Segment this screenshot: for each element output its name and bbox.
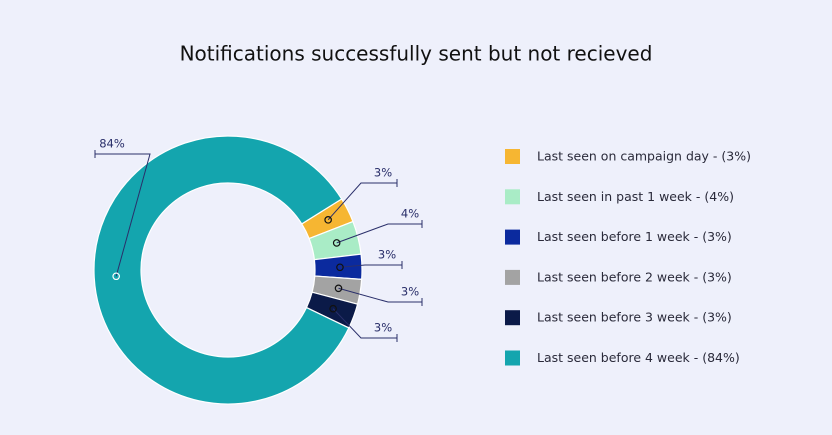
value-label: 84% bbox=[99, 137, 125, 151]
leader-line bbox=[338, 287, 422, 303]
legend-swatch bbox=[505, 350, 520, 366]
legend-label: Last seen before 4 week - (84%) bbox=[537, 350, 740, 365]
value-label: 3% bbox=[374, 321, 392, 335]
leader-dot bbox=[334, 284, 343, 293]
leader-line bbox=[95, 153, 151, 277]
value-label: 3% bbox=[374, 166, 392, 180]
legend-label: Last seen before 3 week - (3%) bbox=[537, 310, 732, 325]
leader-line bbox=[336, 223, 422, 244]
donut: 3% 4% 3% 3% 3% 84% bbox=[93, 135, 423, 405]
legend-swatch bbox=[505, 310, 520, 326]
leader-dot bbox=[324, 216, 332, 224]
donut-slice bbox=[93, 135, 350, 405]
legend-swatch bbox=[505, 269, 520, 285]
legend-swatch bbox=[505, 189, 520, 205]
value-label: 3% bbox=[401, 285, 419, 299]
legend-label: Last seen before 2 week - (3%) bbox=[537, 269, 732, 284]
leader-dot bbox=[332, 239, 341, 247]
legend-swatch bbox=[505, 229, 520, 245]
value-label: 3% bbox=[378, 248, 396, 262]
leader-dot bbox=[336, 263, 344, 272]
leader-dot bbox=[329, 304, 337, 313]
chart-title: Notifications successfully sent but not … bbox=[180, 42, 653, 66]
legend-label: Last seen in past 1 week - (4%) bbox=[537, 189, 734, 204]
legend: Last seen on campaign day - (3%) Last see… bbox=[505, 149, 751, 366]
legend-swatch bbox=[505, 149, 520, 164]
leader-line bbox=[332, 308, 397, 339]
legend-label: Last seen before 1 week - (3%) bbox=[537, 229, 732, 244]
leader-line bbox=[327, 182, 397, 221]
value-label: 4% bbox=[401, 207, 419, 221]
legend-label: Last seen on campaign day - (3%) bbox=[537, 149, 751, 164]
leader-line bbox=[339, 264, 402, 268]
leader-dot bbox=[112, 272, 120, 281]
